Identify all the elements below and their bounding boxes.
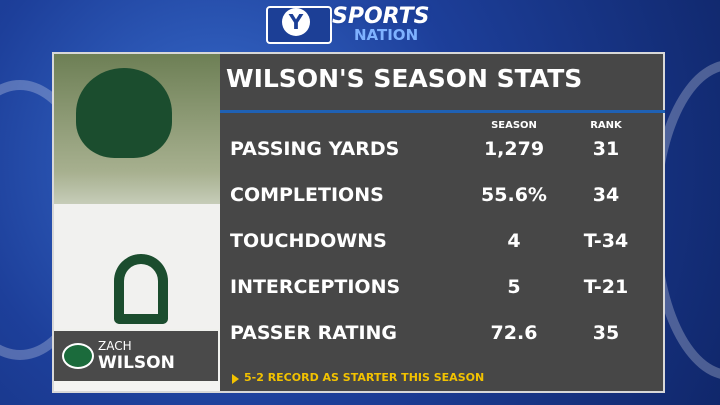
title: WILSON'S SEASON STATS [226, 64, 583, 93]
footnote: 5-2 RECORD AS STARTER THIS SEASON [244, 371, 485, 384]
stat-value: 72.6 [490, 322, 538, 344]
stat-row: INTERCEPTIONS 5 T-21 [54, 276, 665, 306]
stat-label: PASSING YARDS [230, 138, 400, 160]
stat-value: 5 [507, 276, 521, 298]
stat-row: PASSING YARDS 1,279 31 [54, 138, 665, 168]
stat-row: PASSER RATING 72.6 35 [54, 322, 665, 352]
logo-nation: NATION [354, 26, 419, 44]
column-header: SEASON [491, 120, 537, 131]
team-logo [62, 343, 94, 369]
stat-value: T-34 [583, 230, 629, 252]
stat-label: INTERCEPTIONS [230, 276, 401, 298]
stat-value: 4 [507, 230, 521, 252]
stat-value: 35 [592, 322, 620, 344]
logo-mark: Y [282, 8, 310, 36]
stat-value: T-21 [583, 276, 629, 298]
logo-sports: SPORTS [332, 4, 430, 29]
stat-label: TOUCHDOWNS [230, 230, 387, 252]
footnote-arrow [232, 374, 239, 384]
stat-label: COMPLETIONS [230, 184, 384, 206]
player-photo: ZACH WILSON [54, 54, 220, 391]
stat-value: 55.6% [481, 184, 547, 206]
helmet [76, 68, 172, 158]
name-box: ZACH WILSON [54, 331, 218, 381]
stat-row: COMPLETIONS 55.6% 34 [54, 184, 665, 214]
player-last-name: WILSON [98, 353, 175, 373]
stat-label: PASSER RATING [230, 322, 398, 344]
title-rule [220, 110, 665, 113]
stats-panel: ZACH WILSON WILSON'S SEASON STATS SEASON… [52, 52, 665, 393]
stat-value: 1,279 [483, 138, 545, 160]
stat-row: TOUCHDOWNS 4 T-34 [54, 230, 665, 260]
stat-value: 34 [592, 184, 620, 206]
logo: Y SPORTS NATION [262, 2, 458, 46]
jersey-number [114, 254, 168, 324]
column-header: RANK [590, 120, 622, 131]
stat-value: 31 [592, 138, 620, 160]
player-first-name: ZACH [98, 339, 132, 353]
